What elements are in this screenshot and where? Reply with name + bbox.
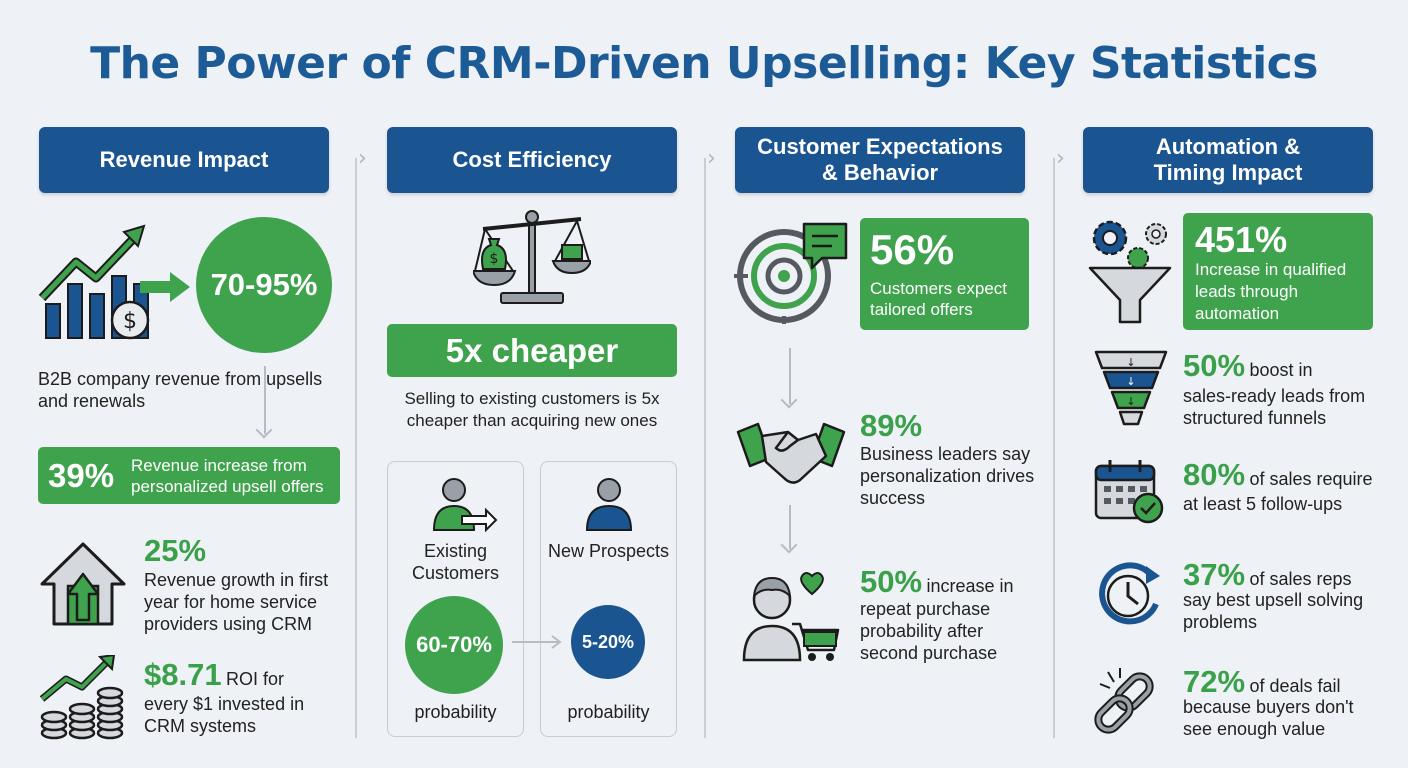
arrow-down-icon bbox=[789, 505, 791, 549]
stat-inline-text: of sales reps bbox=[1249, 569, 1352, 589]
new-probability-circle: 5-20% bbox=[571, 605, 645, 679]
stat-value: 56% bbox=[870, 226, 955, 273]
arrow-down-icon bbox=[264, 366, 266, 434]
stat-text: Revenue increase from personalized upsel… bbox=[131, 456, 324, 496]
target-chat-icon bbox=[734, 222, 848, 324]
stat-value: 451% bbox=[1195, 219, 1288, 260]
header-automation-timing: Automation & Timing Impact bbox=[1083, 127, 1373, 193]
stat2-inline-text: increase in bbox=[926, 576, 1014, 596]
stat2-text: repeat purchase probability after second… bbox=[860, 599, 998, 663]
existing-probability-label: probability bbox=[414, 702, 497, 722]
stat-text: Customers expect tailored offers bbox=[870, 279, 1007, 319]
automation-stat3-text: say best upsell solving problems bbox=[1183, 590, 1364, 632]
arrow-down-icon bbox=[789, 348, 791, 404]
growth-chart-icon: $ bbox=[38, 224, 150, 340]
stat-value: 50% bbox=[1183, 348, 1246, 383]
column-divider bbox=[355, 158, 357, 738]
arrow-right-icon bbox=[140, 272, 190, 302]
stat2-inline-text: ROI for bbox=[226, 669, 285, 689]
chevron-right-icon: › bbox=[707, 146, 716, 171]
existing-probability-circle: 60-70% bbox=[405, 596, 503, 694]
svg-text:↓: ↓ bbox=[1126, 375, 1135, 388]
stat-value: 37% bbox=[1183, 557, 1246, 592]
revenue-hero-circle: 70-95% bbox=[196, 217, 332, 353]
automation-stat1-text: sales-ready leads from structured funnel… bbox=[1183, 386, 1366, 428]
revenue-39-box: 39% Revenue increase from personalized u… bbox=[38, 447, 340, 504]
svg-text:↓: ↓ bbox=[1126, 395, 1135, 408]
stat1-text: Business leaders say personalization dri… bbox=[860, 444, 1035, 508]
calendar-check-icon bbox=[1094, 460, 1164, 524]
stat-inline-text: of sales require bbox=[1249, 469, 1373, 489]
stat1-value: 89% bbox=[860, 408, 923, 443]
header-customer-expectations: Customer Expectations & Behavior bbox=[735, 127, 1025, 193]
new-prospects-label: New Prospects bbox=[547, 541, 670, 561]
clock-icon bbox=[1099, 562, 1160, 625]
balance-scale-icon: $ bbox=[473, 210, 591, 304]
stat-value: 80% bbox=[1183, 457, 1246, 492]
stat2-text: every $1 invested in CRM systems bbox=[144, 694, 305, 736]
shopper-cart-icon bbox=[742, 572, 840, 662]
coins-growth-icon bbox=[39, 655, 124, 740]
automation-stat2: 80% of sales require bbox=[1183, 457, 1393, 493]
stat-inline-text: boost in bbox=[1249, 360, 1313, 380]
column-divider bbox=[1053, 158, 1055, 738]
svg-text:$: $ bbox=[490, 251, 499, 267]
stat2-block: 50% increase in bbox=[860, 564, 1040, 600]
svg-text:$: $ bbox=[123, 309, 137, 334]
automation-stat2-text: at least 5 follow-ups bbox=[1183, 494, 1343, 514]
page-title: The Power of CRM-Driven Upselling: Key S… bbox=[90, 38, 1318, 89]
person-icon bbox=[585, 478, 633, 531]
cost-caption: Selling to existing customers is 5x chea… bbox=[404, 389, 660, 430]
arrow-right-icon bbox=[512, 635, 562, 649]
automation-stat4: 72% of deals fail bbox=[1183, 664, 1393, 700]
stat-inline-text: of deals fail bbox=[1249, 676, 1341, 696]
automation-stat4-text: because buyers don't see enough value bbox=[1183, 697, 1354, 739]
new-probability-label: probability bbox=[567, 702, 650, 722]
revenue-hero-caption: B2B company revenue from upsells and ren… bbox=[38, 369, 323, 411]
funnel-icon: ↓ ↓ ↓ bbox=[1094, 350, 1168, 426]
handshake-icon bbox=[736, 422, 846, 484]
broken-link-icon bbox=[1094, 668, 1154, 734]
chevron-right-icon: › bbox=[1056, 146, 1065, 171]
stat2-value: 50% bbox=[860, 564, 923, 599]
stat2-block: $8.71 ROI for bbox=[144, 657, 354, 693]
header-cost-efficiency: Cost Efficiency bbox=[387, 127, 677, 193]
column-divider bbox=[704, 158, 706, 738]
stat2-value: $8.71 bbox=[144, 657, 222, 692]
house-arrow-icon bbox=[40, 542, 126, 626]
stat1-value: 25% bbox=[144, 533, 207, 568]
svg-text:↓: ↓ bbox=[1126, 356, 1135, 369]
expectations-56-box: 56% Customers expect tailored offers bbox=[860, 218, 1029, 330]
stat1-text: Revenue growth in first year for home se… bbox=[144, 570, 329, 634]
chevron-right-icon: › bbox=[358, 146, 367, 171]
stat-text: Increase in qualified leads through auto… bbox=[1195, 260, 1347, 323]
existing-customers-label: Existing Customers bbox=[411, 541, 500, 583]
automation-451-box: 451% Increase in qualified leads through… bbox=[1183, 213, 1373, 330]
header-revenue-impact: Revenue Impact bbox=[39, 127, 329, 193]
gears-funnel-icon bbox=[1088, 220, 1172, 324]
five-x-cheaper-badge: 5x cheaper bbox=[387, 324, 677, 377]
person-arrow-icon bbox=[432, 478, 498, 532]
stat-value: 39% bbox=[48, 457, 115, 494]
automation-stat1: 50% boost in bbox=[1183, 348, 1393, 384]
automation-stat3: 37% of sales reps bbox=[1183, 557, 1393, 593]
stat-value: 72% bbox=[1183, 664, 1246, 699]
